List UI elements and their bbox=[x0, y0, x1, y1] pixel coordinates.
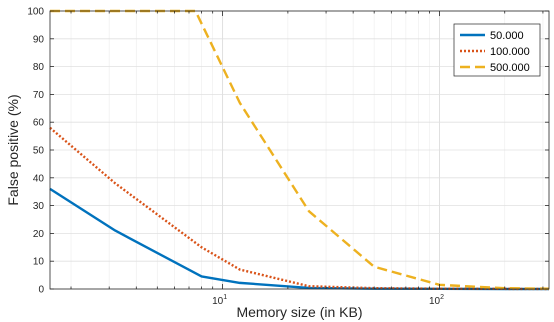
y-tick-label: 60 bbox=[33, 118, 45, 129]
x-tick-label: 102 bbox=[429, 294, 444, 307]
y-tick-label: 90 bbox=[33, 34, 45, 45]
y-tick-label: 50 bbox=[33, 146, 45, 157]
y-axis-label: False positive (%) bbox=[5, 94, 21, 205]
x-axis-ticks: 101 102 bbox=[70, 11, 544, 307]
y-tick-label: 80 bbox=[33, 62, 45, 73]
y-tick-label: 70 bbox=[33, 90, 45, 101]
legend: 50.000 100.000 500.000 bbox=[453, 23, 541, 77]
y-tick-label: 20 bbox=[33, 229, 45, 240]
y-tick-label: 100 bbox=[27, 7, 44, 18]
series-line-2 bbox=[49, 126, 550, 291]
legend-entry: 100.000 bbox=[490, 46, 530, 58]
x-axis-label: Memory size (in KB) bbox=[236, 304, 362, 320]
y-tick-label: 30 bbox=[33, 201, 45, 212]
legend-entry: 500.000 bbox=[490, 62, 530, 74]
grid-lines bbox=[50, 10, 549, 290]
y-axis-ticks: 0 10 20 30 40 50 60 70 80 90 100 bbox=[27, 7, 549, 296]
y-tick-label: 0 bbox=[38, 285, 44, 296]
x-tick-label: 101 bbox=[212, 294, 227, 307]
y-tick-label: 10 bbox=[33, 257, 45, 268]
y-tick-label: 40 bbox=[33, 173, 45, 184]
legend-entry: 50.000 bbox=[490, 30, 524, 42]
